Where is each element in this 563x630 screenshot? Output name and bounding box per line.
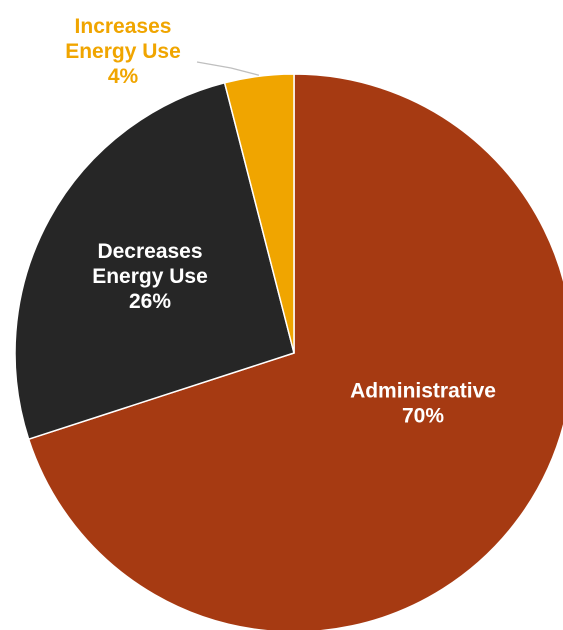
slice-value-decreases-energy-use: 26% [129,290,171,313]
slice-name-increases-energy-use: Increases [75,15,172,38]
leader-lines [196,61,260,76]
pie-slice-administrative [27,73,563,630]
slice-value-increases-energy-use: 4% [108,65,139,88]
slice-label-increases-energy-use: Increases Energy Use 4% [65,15,181,88]
slice-name-administrative: Administrative [350,380,496,403]
pie-slices [14,73,563,630]
pie-slice-decreases-energy-use [14,82,295,440]
leader-line-increases-energy-use [196,61,260,76]
slice-name-increases-energy-use: Energy Use [65,40,181,63]
slice-label-administrative: Administrative 70% [350,380,496,428]
slice-labels: Administrative 70%Decreases Energy Use 26%I… [65,15,496,428]
slice-value-administrative: 70% [402,405,444,428]
slice-name-decreases-energy-use: Decreases [97,240,202,263]
slice-label-decreases-energy-use: Decreases Energy Use 26% [92,240,208,313]
pie-slice-increases-energy-use [223,73,295,354]
slice-name-decreases-energy-use: Energy Use [92,265,208,288]
